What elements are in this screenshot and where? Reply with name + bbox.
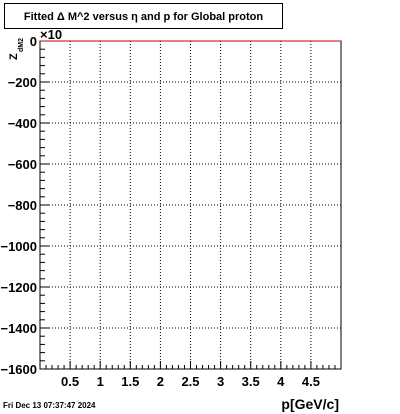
y-tick-label: −1400 bbox=[0, 321, 37, 336]
y-tick-label: −200 bbox=[8, 75, 37, 90]
y-tick-label: −600 bbox=[8, 157, 37, 172]
y-tick-label: 0 bbox=[30, 34, 37, 49]
x-tick-label: 3.5 bbox=[242, 374, 260, 389]
y-tick-label: −1000 bbox=[0, 239, 37, 254]
y-tick-label: −800 bbox=[8, 198, 37, 213]
y-exponent-label: ×10 bbox=[40, 27, 63, 42]
x-tick-label: 1 bbox=[97, 374, 104, 389]
y-axis-label-main: Z bbox=[8, 53, 20, 60]
chart-title: Fitted Δ M^2 versus η and p for Global p… bbox=[4, 3, 283, 29]
x-tick-label: 4.5 bbox=[302, 374, 320, 389]
x-tick-label: 1.5 bbox=[121, 374, 139, 389]
x-tick-label: 3 bbox=[217, 374, 224, 389]
x-axis-label: p[GeV/c] bbox=[281, 396, 339, 412]
x-tick-label: 0.5 bbox=[61, 374, 79, 389]
y-tick-label: −400 bbox=[8, 116, 37, 131]
x-tick-label: 2 bbox=[157, 374, 164, 389]
y-axis-label: Z dM2 bbox=[2, 38, 28, 70]
x-tick-label: 2.5 bbox=[181, 374, 199, 389]
y-axis-label-sub: dM2 bbox=[18, 38, 25, 52]
x-tick-label: 4 bbox=[277, 374, 285, 389]
y-tick-label: −1600 bbox=[0, 362, 37, 377]
y-tick-label: −1200 bbox=[0, 280, 37, 295]
timestamp: Fri Dec 13 07:37:47 2024 bbox=[3, 401, 96, 410]
